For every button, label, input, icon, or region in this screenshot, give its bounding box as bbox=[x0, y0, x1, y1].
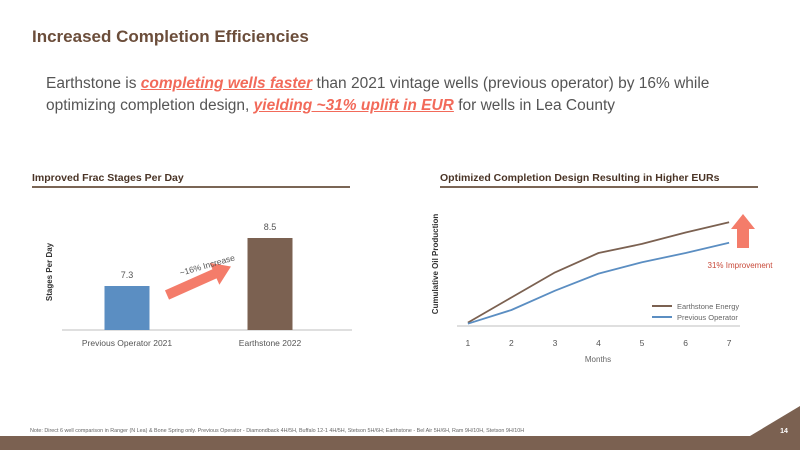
x-tick-label-3: 4 bbox=[596, 338, 601, 348]
line-chart-title-rule bbox=[440, 186, 758, 188]
legend-label-earthstone: Earthstone Energy bbox=[677, 302, 739, 311]
line-series-1 bbox=[467, 241, 730, 325]
bar-0 bbox=[104, 286, 150, 330]
bar-1 bbox=[247, 238, 293, 330]
subtitle-highlight-2: yielding ~31% uplift in EUR bbox=[253, 97, 454, 114]
line-chart-annotation: 31% Improvement bbox=[708, 261, 774, 270]
line-chart: Cumulative Oil Production 1 2 3 4 5 6 7 Months… bbox=[431, 214, 774, 364]
bar-chart: Stages Per Day 7.3 Previous Operator 2021… bbox=[45, 222, 352, 348]
bar-value-label-1: 8.5 bbox=[264, 222, 277, 232]
page-number: 14 bbox=[780, 428, 788, 435]
x-tick-label-4: 5 bbox=[640, 338, 645, 348]
line-chart-title: Optimized Completion Design Resulting in… bbox=[440, 172, 720, 184]
line-chart-y-axis-label: Cumulative Oil Production bbox=[431, 214, 440, 315]
legend-label-previous: Previous Operator bbox=[677, 313, 738, 322]
bar-category-label-0: Previous Operator 2021 bbox=[82, 338, 173, 348]
line-series-0 bbox=[467, 221, 730, 324]
bar-chart-title: Improved Frac Stages Per Day bbox=[32, 172, 184, 184]
subtitle-highlight-1: completing wells faster bbox=[140, 75, 313, 92]
line-chart-x-axis-label: Months bbox=[585, 355, 611, 364]
x-tick-label-5: 6 bbox=[683, 338, 688, 348]
line-chart-legend: Earthstone Energy Previous Operator bbox=[652, 302, 739, 322]
footer-bar bbox=[0, 436, 800, 450]
slide-title: Increased Completion Efficiencies bbox=[32, 27, 309, 46]
footnote: Note: Direct 6 well comparison in Ranger… bbox=[30, 428, 525, 434]
x-tick-label-1: 2 bbox=[509, 338, 514, 348]
subtitle-text-3: for wells in Lea County bbox=[453, 97, 615, 114]
x-tick-label-2: 3 bbox=[553, 338, 558, 348]
bar-value-label-0: 7.3 bbox=[121, 270, 134, 280]
x-tick-label-0: 1 bbox=[466, 338, 471, 348]
footer-corner bbox=[750, 406, 800, 436]
increase-arrow-icon bbox=[164, 262, 231, 300]
subtitle-text-2: than 2021 vintage wells (previous operat… bbox=[46, 75, 710, 114]
bar-chart-title-rule bbox=[32, 186, 350, 188]
x-tick-label-6: 7 bbox=[727, 338, 732, 348]
up-arrow-icon bbox=[731, 214, 755, 248]
bar-chart-y-axis-label: Stages Per Day bbox=[45, 242, 54, 301]
slide-subtitle: Earthstone is completing wells faster th… bbox=[46, 73, 766, 117]
bar-category-label-1: Earthstone 2022 bbox=[239, 338, 302, 348]
subtitle-text-1: Earthstone is bbox=[46, 75, 141, 92]
